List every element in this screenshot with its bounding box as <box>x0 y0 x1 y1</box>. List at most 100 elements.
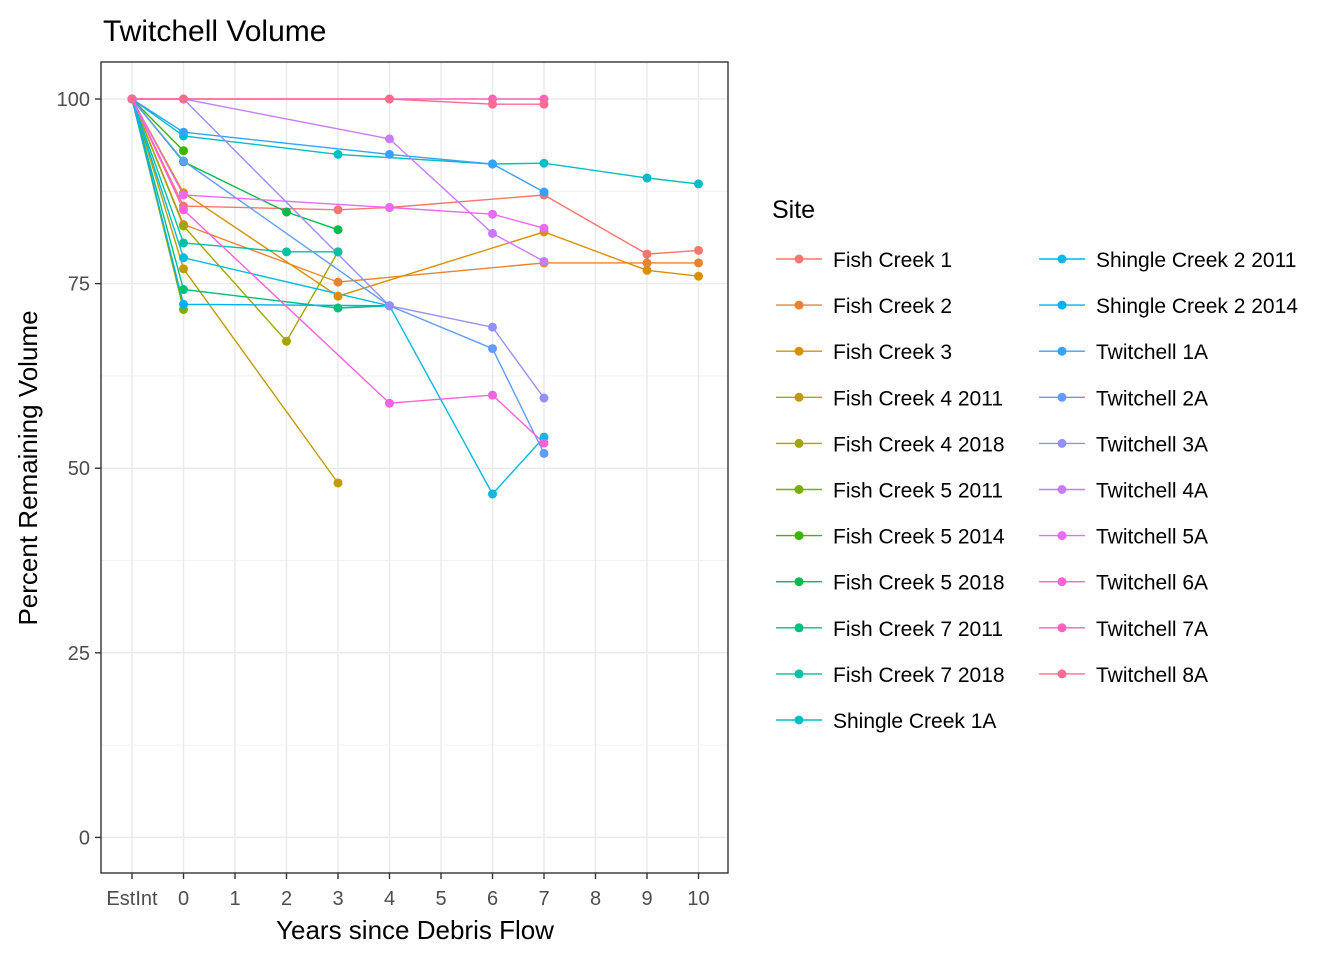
data-point <box>488 209 497 219</box>
legend-label: Twitchell 5A <box>1096 526 1208 549</box>
y-axis-label: Percent Remaining Volume <box>13 310 43 625</box>
legend-key-point <box>794 623 804 633</box>
data-point <box>333 478 343 488</box>
data-point <box>488 322 497 332</box>
legend-item: Twitchell 6A <box>1039 572 1208 595</box>
data-point <box>179 253 188 263</box>
x-axis-label: Years since Debris Flow <box>276 915 554 945</box>
series-line <box>131 98 184 152</box>
legend-label: Twitchell 4A <box>1096 480 1208 503</box>
legend-label: Twitchell 8A <box>1096 664 1208 687</box>
y-tick-label: 25 <box>68 643 90 665</box>
legend-label: Fish Creek 2 <box>833 295 952 318</box>
legend-item: Fish Creek 7 2018 <box>776 664 1005 687</box>
y-tick-label: 0 <box>79 827 90 849</box>
data-point <box>539 223 549 233</box>
legend-label: Fish Creek 1 <box>833 249 952 272</box>
axes: 0 25 50 75 100 EstInt 0 1 2 3 4 5 6 7 8 9 10 <box>57 61 729 910</box>
data-point <box>333 277 343 287</box>
data-point <box>642 173 652 183</box>
legend-title: Site <box>772 196 815 224</box>
y-tick-label: 100 <box>57 89 90 111</box>
data-point <box>694 271 703 281</box>
legend-item: Shingle Creek 1A <box>776 710 996 733</box>
data-point <box>179 221 188 231</box>
legend-item: Shingle Creek 2 2011 <box>1039 249 1296 272</box>
series-line <box>131 98 339 343</box>
legend-key-point <box>794 346 804 356</box>
legend-item: Fish Creek 3 <box>776 341 952 364</box>
legend-label: Twitchell 2A <box>1096 387 1208 410</box>
data-point <box>385 134 394 144</box>
legend-key-point <box>794 438 804 448</box>
data-point <box>282 336 291 346</box>
legend-key-point <box>794 300 804 310</box>
data-point <box>282 207 291 217</box>
legend-item: Twitchell 5A <box>1039 526 1208 549</box>
legend-label: Twitchell 7A <box>1096 618 1208 641</box>
legend-key-point <box>794 392 804 402</box>
data-point <box>539 393 549 403</box>
legend-key-point <box>794 485 804 494</box>
x-tick-label: 6 <box>487 888 498 910</box>
legend-label: Fish Creek 3 <box>833 341 952 364</box>
legend-item: Fish Creek 2 <box>776 295 952 318</box>
data-point <box>179 146 188 156</box>
legend-label: Shingle Creek 2 2014 <box>1096 295 1298 318</box>
data-point <box>642 265 652 275</box>
legend-label: Twitchell 6A <box>1096 572 1208 595</box>
data-point <box>333 149 343 159</box>
data-point <box>179 156 188 166</box>
x-tick-label: 8 <box>590 888 601 910</box>
chart-title: Twitchell Volume <box>103 15 326 48</box>
legend-label: Fish Creek 5 2011 <box>833 480 1003 503</box>
legend-key-point <box>794 577 804 587</box>
legend-key-point <box>1057 623 1067 633</box>
data-point <box>539 99 549 109</box>
data-point <box>642 249 652 259</box>
legend-label: Fish Creek 5 2018 <box>833 572 1005 595</box>
data-point <box>694 258 703 268</box>
data-point <box>539 256 549 266</box>
x-tick-label: 5 <box>435 888 446 910</box>
data-points <box>127 94 703 499</box>
legend-key-point <box>794 531 804 541</box>
data-point <box>179 285 188 295</box>
legend-item: Fish Creek 5 2014 <box>776 526 1005 549</box>
x-tick-label: 7 <box>538 888 549 910</box>
data-point <box>179 264 188 274</box>
x-tick-label: 0 <box>178 888 189 910</box>
legend-label: Shingle Creek 2 2011 <box>1096 249 1296 272</box>
legend-key-point <box>1057 392 1067 402</box>
legend-key-point <box>1057 438 1067 448</box>
legend-item: Twitchell 3A <box>1039 433 1208 456</box>
data-point <box>642 258 652 268</box>
legend-item: Fish Creek 5 2018 <box>776 572 1005 595</box>
data-point <box>127 94 137 104</box>
legend-item: Shingle Creek 2 2014 <box>1039 295 1298 318</box>
data-point <box>488 159 497 169</box>
data-point <box>333 205 343 215</box>
legend-key-point <box>1057 485 1067 494</box>
data-point <box>282 247 291 257</box>
data-point <box>385 203 394 213</box>
legend-key-point <box>1057 346 1067 356</box>
data-point <box>488 344 497 354</box>
data-point <box>333 247 343 257</box>
x-tick-label: 1 <box>229 888 240 910</box>
data-point <box>488 489 497 499</box>
data-point <box>694 245 703 255</box>
data-point <box>333 303 343 313</box>
y-tick-label: 75 <box>68 274 90 296</box>
legend: Site Fish Creek 1 Fish Creek 2 Fish Creek … <box>772 196 1298 733</box>
data-point <box>179 238 188 248</box>
data-point <box>179 190 188 200</box>
data-point <box>488 228 497 238</box>
legend-key-point <box>1057 531 1067 541</box>
legend-label: Fish Creek 7 2011 <box>833 618 1003 641</box>
data-point <box>179 127 188 137</box>
data-point <box>488 99 497 109</box>
data-point <box>179 205 188 215</box>
legend-key-point <box>1057 300 1067 310</box>
